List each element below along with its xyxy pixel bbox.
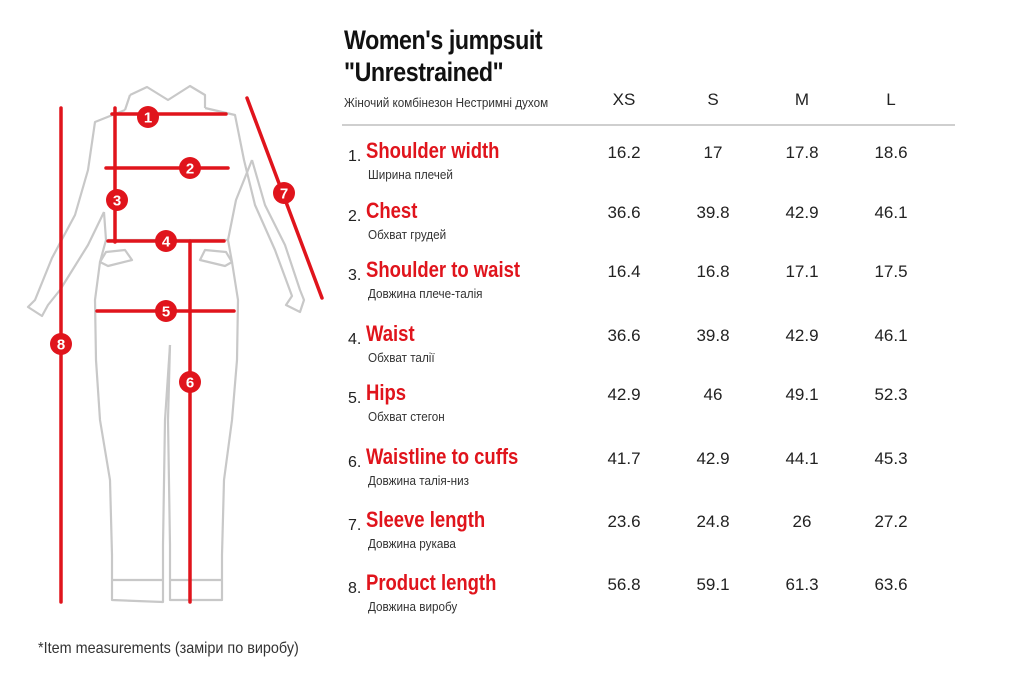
value-s: 39.8 xyxy=(696,326,730,345)
page-title: Women's jumpsuit "Unrestrained" xyxy=(344,24,543,88)
measurement-name-ua: Ширина плечей xyxy=(368,167,453,182)
size-header-s: S xyxy=(707,90,719,109)
value-m: 17.8 xyxy=(785,143,819,162)
value-s: 46 xyxy=(703,385,723,404)
size-header-l: L xyxy=(886,90,896,109)
measurement-name: Sleeve length xyxy=(366,507,486,532)
header-divider xyxy=(342,124,955,126)
marker-3: 3 xyxy=(106,189,128,211)
row-number: 7. xyxy=(348,517,362,534)
svg-text:3: 3 xyxy=(113,193,121,210)
title-line-2: "Unrestrained" xyxy=(344,57,504,87)
value-m: 42.9 xyxy=(785,203,819,222)
value-l: 46.1 xyxy=(874,203,908,222)
table-row: 4. Waist Обхват талії 36.6 39.8 42.9 46.… xyxy=(348,321,948,377)
jumpsuit-outline xyxy=(26,84,306,604)
value-xs: 56.8 xyxy=(607,575,641,594)
value-m: 61.3 xyxy=(785,575,819,594)
value-l: 27.2 xyxy=(874,512,908,531)
marker-8: 8 xyxy=(50,333,72,355)
value-l: 46.1 xyxy=(874,326,908,345)
measurement-name: Chest xyxy=(366,198,418,223)
svg-text:4: 4 xyxy=(162,234,171,251)
measurement-name-ua: Довжина талія-низ xyxy=(368,473,469,488)
marker-7: 7 xyxy=(273,182,295,204)
marker-2: 2 xyxy=(179,157,201,179)
measurement-name-ua: Довжина виробу xyxy=(368,599,458,614)
table-row: 3. Shoulder to waist Довжина плече-талія… xyxy=(348,257,948,313)
marker-4: 4 xyxy=(155,230,177,252)
marker-6: 6 xyxy=(179,371,201,393)
row-number: 6. xyxy=(348,454,362,471)
row-number: 5. xyxy=(348,390,362,407)
svg-text:2: 2 xyxy=(186,161,194,178)
svg-text:7: 7 xyxy=(280,186,288,203)
row-number: 2. xyxy=(348,208,362,225)
svg-text:8: 8 xyxy=(57,337,65,354)
measurement-name-ua: Довжина плече-талія xyxy=(368,286,483,301)
marker-5: 5 xyxy=(155,300,177,322)
value-s: 42.9 xyxy=(696,449,730,468)
measurement-name: Waistline to cuffs xyxy=(366,444,519,469)
jumpsuit-diagram: 1 2 3 4 5 6 7 8 xyxy=(26,84,324,604)
value-l: 45.3 xyxy=(874,449,908,468)
value-s: 17 xyxy=(703,143,723,162)
value-m: 44.1 xyxy=(785,449,819,468)
value-m: 42.9 xyxy=(785,326,819,345)
table-row: 6. Waistline to cuffs Довжина талія-низ … xyxy=(348,444,948,500)
value-l: 18.6 xyxy=(874,143,908,162)
measurement-name-ua: Обхват талії xyxy=(368,350,435,365)
svg-text:5: 5 xyxy=(162,304,170,321)
measurement-name: Hips xyxy=(366,380,407,405)
value-s: 24.8 xyxy=(696,512,730,531)
value-xs: 16.4 xyxy=(607,262,641,281)
measurement-name: Waist xyxy=(366,321,415,346)
svg-text:6: 6 xyxy=(186,375,194,392)
table-row: 8. Product length Довжина виробу 56.8 59… xyxy=(348,570,948,626)
table-row: 7. Sleeve length Довжина рукава 23.6 24.… xyxy=(348,507,948,563)
value-xs: 42.9 xyxy=(607,385,641,404)
row-number: 4. xyxy=(348,331,362,348)
table-row: 2. Chest Обхват грудей 36.6 39.8 42.9 46… xyxy=(348,198,948,254)
measurement-name: Product length xyxy=(366,570,497,595)
footnote: *Item measurements (заміри по виробу) xyxy=(38,640,299,657)
measurement-name-ua: Обхват стегон xyxy=(368,409,445,424)
value-l: 17.5 xyxy=(874,262,908,281)
value-l: 52.3 xyxy=(874,385,908,404)
value-s: 59.1 xyxy=(696,575,730,594)
measurement-name-ua: Довжина рукава xyxy=(368,536,456,551)
measurement-name-ua: Обхват грудей xyxy=(368,227,447,242)
size-header-m: M xyxy=(794,90,810,109)
svg-text:1: 1 xyxy=(144,110,152,127)
value-s: 16.8 xyxy=(696,262,730,281)
row-number: 3. xyxy=(348,267,362,284)
value-xs: 36.6 xyxy=(607,203,641,222)
measurement-name: Shoulder width xyxy=(366,138,500,163)
value-xs: 41.7 xyxy=(607,449,641,468)
value-xs: 16.2 xyxy=(607,143,641,162)
value-m: 26 xyxy=(792,512,812,531)
measurement-markers: 1 2 3 4 5 6 7 8 xyxy=(50,106,295,393)
measurement-name: Shoulder to waist xyxy=(366,257,521,282)
table-row: 1. Shoulder width Ширина плечей 16.2 17 … xyxy=(348,138,948,194)
table-row: 5. Hips Обхват стегон 42.9 46 49.1 52.3 xyxy=(348,380,948,436)
row-number: 8. xyxy=(348,580,362,597)
row-number: 1. xyxy=(348,148,362,165)
value-m: 17.1 xyxy=(785,262,819,281)
subtitle: Жіночий комбінезон Нестримні духом xyxy=(344,95,549,110)
title-line-1: Women's jumpsuit xyxy=(344,25,543,55)
marker-1: 1 xyxy=(137,106,159,128)
value-xs: 23.6 xyxy=(607,512,641,531)
value-l: 63.6 xyxy=(874,575,908,594)
size-header-xs: XS xyxy=(612,90,636,109)
value-m: 49.1 xyxy=(785,385,819,404)
value-s: 39.8 xyxy=(696,203,730,222)
value-xs: 36.6 xyxy=(607,326,641,345)
